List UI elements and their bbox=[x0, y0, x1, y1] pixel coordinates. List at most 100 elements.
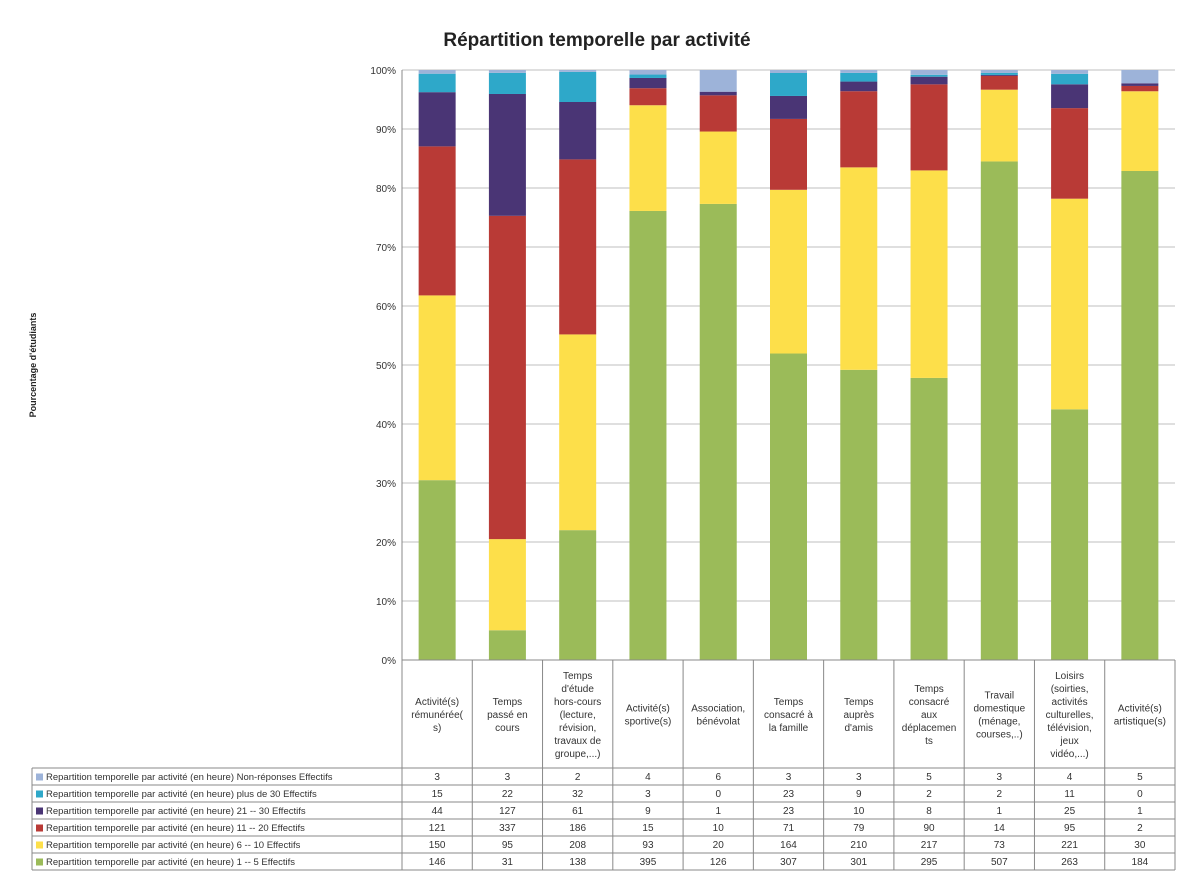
chart-bar-segment bbox=[559, 334, 597, 531]
chart-bar-segment bbox=[1121, 170, 1159, 660]
data-value-label: 217 bbox=[921, 840, 938, 851]
chart-bar-segment bbox=[980, 161, 1018, 660]
x-category-label: Activité(s) artistique(s) bbox=[1114, 704, 1166, 728]
data-value-label: 6 bbox=[715, 772, 721, 783]
x-category-label: Travail domestique (ménage, courses,..) bbox=[973, 691, 1025, 741]
data-value-label: 2 bbox=[1137, 823, 1143, 834]
data-value-label: 2 bbox=[926, 789, 932, 800]
y-tick-label: 30% bbox=[376, 479, 396, 490]
data-value-label: 8 bbox=[926, 806, 932, 817]
data-value-label: 22 bbox=[502, 789, 514, 800]
chart-bar-segment bbox=[1051, 84, 1089, 109]
legend-label: Repartition temporelle par activité (en … bbox=[46, 806, 306, 817]
chart-bar-segment bbox=[629, 77, 667, 89]
data-value-label: 3 bbox=[434, 772, 440, 783]
chart-bar-segment bbox=[770, 95, 807, 119]
y-tick-label: 80% bbox=[376, 184, 396, 195]
data-value-label: 79 bbox=[853, 823, 865, 834]
chart-bar-segment bbox=[559, 530, 597, 660]
chart-bar-segment bbox=[488, 539, 526, 631]
legend-swatch bbox=[36, 790, 43, 798]
chart-bar-segment bbox=[559, 70, 597, 72]
data-value-label: 95 bbox=[502, 840, 514, 851]
chart-bar-segment bbox=[840, 81, 878, 92]
chart-bar-segment bbox=[559, 101, 597, 160]
chart-bar-segment bbox=[840, 369, 878, 660]
data-value-label: 30 bbox=[1134, 840, 1146, 851]
data-value-label: 3 bbox=[856, 772, 862, 783]
data-value-label: 10 bbox=[853, 806, 865, 817]
chart-bar-segment bbox=[770, 189, 807, 354]
data-value-label: 186 bbox=[569, 823, 586, 834]
chart-bar-segment bbox=[910, 76, 948, 85]
y-tick-label: 70% bbox=[376, 243, 396, 254]
data-value-label: 210 bbox=[850, 840, 867, 851]
data-value-label: 221 bbox=[1061, 840, 1078, 851]
chart-bar-segment bbox=[1051, 70, 1089, 74]
legend-swatch bbox=[36, 858, 43, 866]
data-value-label: 2 bbox=[997, 789, 1003, 800]
data-value-label: 1 bbox=[997, 806, 1003, 817]
chart-bar-segment bbox=[1121, 83, 1159, 86]
legend-swatch bbox=[36, 841, 43, 849]
chart-bar-segment bbox=[1121, 85, 1159, 92]
legend-label: Repartition temporelle par activité (en … bbox=[46, 840, 301, 851]
chart-bar-segment bbox=[488, 215, 526, 540]
legend-label: Repartition temporelle par activité (en … bbox=[46, 789, 317, 800]
data-value-label: 164 bbox=[780, 840, 797, 851]
y-tick-label: 0% bbox=[382, 656, 397, 667]
data-value-label: 61 bbox=[572, 806, 584, 817]
chart-bar-segment bbox=[629, 74, 667, 78]
data-value-label: 0 bbox=[1137, 789, 1143, 800]
data-value-label: 90 bbox=[923, 823, 935, 834]
chart-bar-segment bbox=[910, 170, 948, 378]
chart-bar-segment bbox=[629, 70, 667, 75]
x-category-label: Temps auprès d'amis bbox=[843, 697, 874, 734]
chart-bar-segment bbox=[629, 210, 667, 661]
chart-bar-segment bbox=[980, 74, 1018, 76]
data-value-label: 3 bbox=[505, 772, 511, 783]
data-value-label: 3 bbox=[997, 772, 1003, 783]
y-tick-label: 50% bbox=[376, 361, 396, 372]
legend-swatch bbox=[36, 807, 43, 815]
y-tick-label: 40% bbox=[376, 420, 396, 431]
chart-bar-segment bbox=[910, 377, 948, 660]
x-category-label: Temps d'étude hors-cours (lecture, révision,… bbox=[554, 671, 601, 760]
data-value-label: 93 bbox=[642, 840, 654, 851]
legend-label: Repartition temporelle par activité (en … bbox=[46, 857, 295, 868]
data-value-label: 263 bbox=[1061, 857, 1078, 868]
chart-bar-segment bbox=[488, 93, 526, 216]
data-value-label: 150 bbox=[429, 840, 446, 851]
chart-bar-segment bbox=[699, 70, 737, 92]
chart-bar-segment bbox=[910, 84, 948, 171]
legend-swatch bbox=[36, 824, 43, 832]
chart-bar-segment bbox=[699, 95, 737, 132]
x-category-label: Temps consacré aux déplacemen ts bbox=[902, 684, 956, 747]
chart-bar-segment bbox=[840, 70, 878, 73]
data-value-label: 2 bbox=[575, 772, 581, 783]
data-value-label: 146 bbox=[429, 857, 446, 868]
data-value-label: 23 bbox=[783, 806, 795, 817]
data-value-label: 11 bbox=[1064, 789, 1075, 800]
chart-bar-segment bbox=[980, 75, 1018, 90]
y-tick-label: 10% bbox=[376, 597, 396, 608]
chart-bar-segment bbox=[770, 353, 807, 660]
data-value-label: 184 bbox=[1132, 857, 1149, 868]
chart-bar-segment bbox=[488, 70, 526, 73]
data-value-label: 337 bbox=[499, 823, 516, 834]
y-tick-label: 60% bbox=[376, 302, 396, 313]
y-tick-label: 90% bbox=[376, 125, 396, 136]
data-value-label: 1 bbox=[715, 806, 721, 817]
data-value-label: 15 bbox=[642, 823, 654, 834]
y-tick-label: 20% bbox=[376, 538, 396, 549]
y-tick-label: 100% bbox=[370, 66, 396, 77]
chart-bar-segment bbox=[770, 72, 807, 96]
data-value-label: 71 bbox=[783, 823, 795, 834]
data-value-label: 307 bbox=[780, 857, 797, 868]
data-value-label: 9 bbox=[856, 789, 862, 800]
chart-bar-segment bbox=[840, 72, 878, 82]
legend-label: Repartition temporelle par activité (en … bbox=[46, 772, 333, 783]
data-value-label: 0 bbox=[715, 789, 721, 800]
